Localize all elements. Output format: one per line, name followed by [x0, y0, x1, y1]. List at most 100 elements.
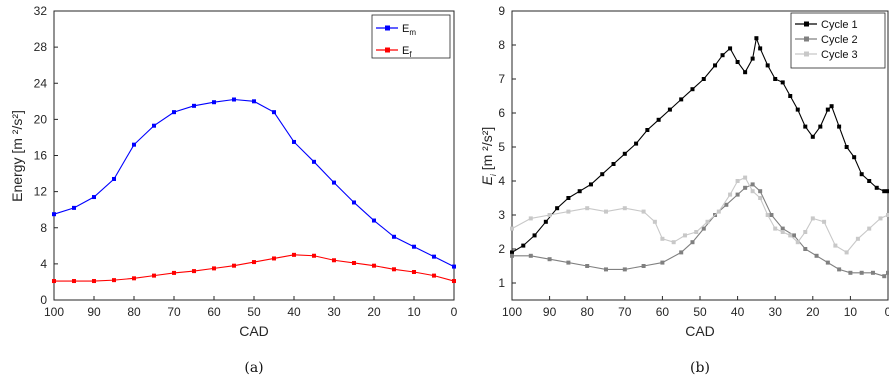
- data-point-cycle-2: [825, 260, 830, 265]
- x-tick-label: 0: [885, 305, 889, 319]
- data-point-e-f: [432, 273, 436, 278]
- data-point-cycle-1: [735, 60, 740, 64]
- data-point-e-f: [172, 270, 176, 275]
- y-tick-label: 7: [498, 72, 505, 86]
- data-point-cycle-2: [743, 185, 748, 190]
- y-tick-label: 9: [498, 4, 505, 18]
- data-point-e-m: [52, 212, 56, 217]
- data-point-cycle-3: [822, 219, 827, 224]
- legend-label-cycle-2: Cycle 2: [821, 34, 858, 46]
- data-point-cycle-2: [679, 250, 684, 255]
- data-point-cycle-3: [705, 219, 710, 224]
- data-point-e-f: [292, 252, 296, 257]
- data-point-cycle-1: [859, 172, 864, 177]
- data-point-cycle-2: [604, 267, 608, 272]
- data-point-cycle-1: [750, 56, 755, 61]
- data-point-cycle-2: [882, 274, 887, 279]
- data-point-e-m: [412, 244, 416, 249]
- data-point-cycle-1: [634, 141, 639, 146]
- legend-a: Em Ef: [371, 14, 451, 59]
- x-tick-label: 10: [407, 305, 421, 319]
- x-tick-label: 0: [451, 305, 458, 319]
- data-point-cycle-1: [510, 250, 514, 255]
- y-axis-label-b: Ei [m ²/s²]: [479, 127, 498, 186]
- x-tick-label: 80: [581, 305, 595, 319]
- x-tick-label: 20: [806, 305, 820, 319]
- data-point-cycle-3: [547, 213, 552, 217]
- data-point-e-m: [152, 123, 156, 128]
- data-point-cycle-2: [792, 233, 796, 238]
- data-point-e-m: [132, 142, 136, 147]
- data-point-cycle-2: [803, 247, 808, 251]
- y-tick-label: 16: [34, 149, 48, 163]
- x-tick-label: 90: [543, 305, 557, 319]
- data-point-cycle-1: [600, 172, 605, 177]
- legend-b: Cycle 1 Cycle 2 Cycle 3: [790, 12, 886, 69]
- y-axis-label-a: Energy [m ²/s²]: [9, 110, 25, 202]
- data-point-cycle-1: [844, 145, 849, 149]
- data-point-cycle-1: [829, 104, 834, 109]
- data-point-cycle-2: [735, 192, 740, 197]
- data-point-cycle-3: [758, 196, 763, 200]
- data-point-cycle-2: [859, 270, 864, 275]
- data-point-e-m: [72, 205, 76, 210]
- data-point-cycle-1: [882, 189, 887, 194]
- data-point-cycle-1: [867, 179, 872, 183]
- data-point-e-m: [252, 99, 256, 104]
- data-point-cycle-1: [713, 63, 718, 68]
- data-point-cycle-1: [566, 196, 571, 200]
- caption-b: (b): [690, 360, 710, 376]
- data-point-cycle-1: [795, 107, 800, 112]
- data-point-cycle-2: [690, 240, 695, 245]
- legend-marker-cycle-1: [804, 21, 809, 27]
- data-point-cycle-2: [566, 260, 571, 265]
- data-point-cycle-2: [769, 213, 774, 217]
- data-point-cycle-2: [780, 226, 785, 231]
- data-point-cycle-3: [795, 240, 800, 245]
- legend-marker-cycle-3: [804, 51, 809, 57]
- series-line-cycle-3: [511, 176, 889, 254]
- legend-label-e-m: Em: [402, 23, 416, 37]
- data-point-cycle-1: [803, 124, 808, 129]
- data-point-cycle-2: [622, 267, 627, 272]
- data-point-e-m: [312, 159, 316, 164]
- data-point-cycle-3: [716, 209, 721, 214]
- data-point-cycle-3: [765, 213, 770, 217]
- x-tick-label: 60: [656, 305, 670, 319]
- y-axis-label-b-sub: i: [489, 174, 498, 176]
- data-point-cycle-2: [758, 189, 763, 194]
- data-point-cycle-1: [788, 94, 793, 98]
- data-point-e-m: [112, 176, 116, 181]
- data-point-e-f: [132, 276, 136, 281]
- data-point-e-f: [352, 260, 356, 265]
- x-tick-label: 30: [327, 305, 341, 319]
- caption-a: (a): [244, 360, 263, 376]
- data-point-cycle-3: [682, 233, 687, 238]
- data-point-cycle-3: [780, 230, 785, 234]
- data-point-e-m: [192, 103, 196, 108]
- x-axis-label-b: CAD: [685, 323, 715, 339]
- data-point-e-f: [232, 263, 236, 268]
- data-point-e-f: [192, 269, 196, 274]
- data-point-cycle-3: [528, 216, 533, 221]
- data-point-cycle-3: [660, 236, 665, 241]
- data-point-cycle-1: [543, 219, 548, 224]
- x-tick-label: 30: [769, 305, 783, 319]
- data-point-cycle-1: [720, 53, 725, 58]
- data-point-cycle-3: [844, 250, 849, 255]
- data-point-cycle-1: [743, 70, 748, 75]
- data-point-e-f: [52, 279, 56, 284]
- data-point-cycle-1: [690, 87, 695, 92]
- data-point-cycle-1: [886, 189, 889, 194]
- data-point-cycle-3: [878, 216, 883, 221]
- data-point-cycle-3: [735, 179, 740, 183]
- data-point-cycle-1: [758, 46, 763, 51]
- data-point-cycle-2: [547, 257, 552, 262]
- y-axis-label-b-base: E: [479, 175, 495, 185]
- data-point-cycle-1: [825, 107, 830, 112]
- y-tick-label: 3: [498, 208, 505, 222]
- data-point-cycle-2: [724, 202, 729, 207]
- data-point-cycle-1: [622, 151, 627, 156]
- data-point-cycle-2: [660, 260, 665, 265]
